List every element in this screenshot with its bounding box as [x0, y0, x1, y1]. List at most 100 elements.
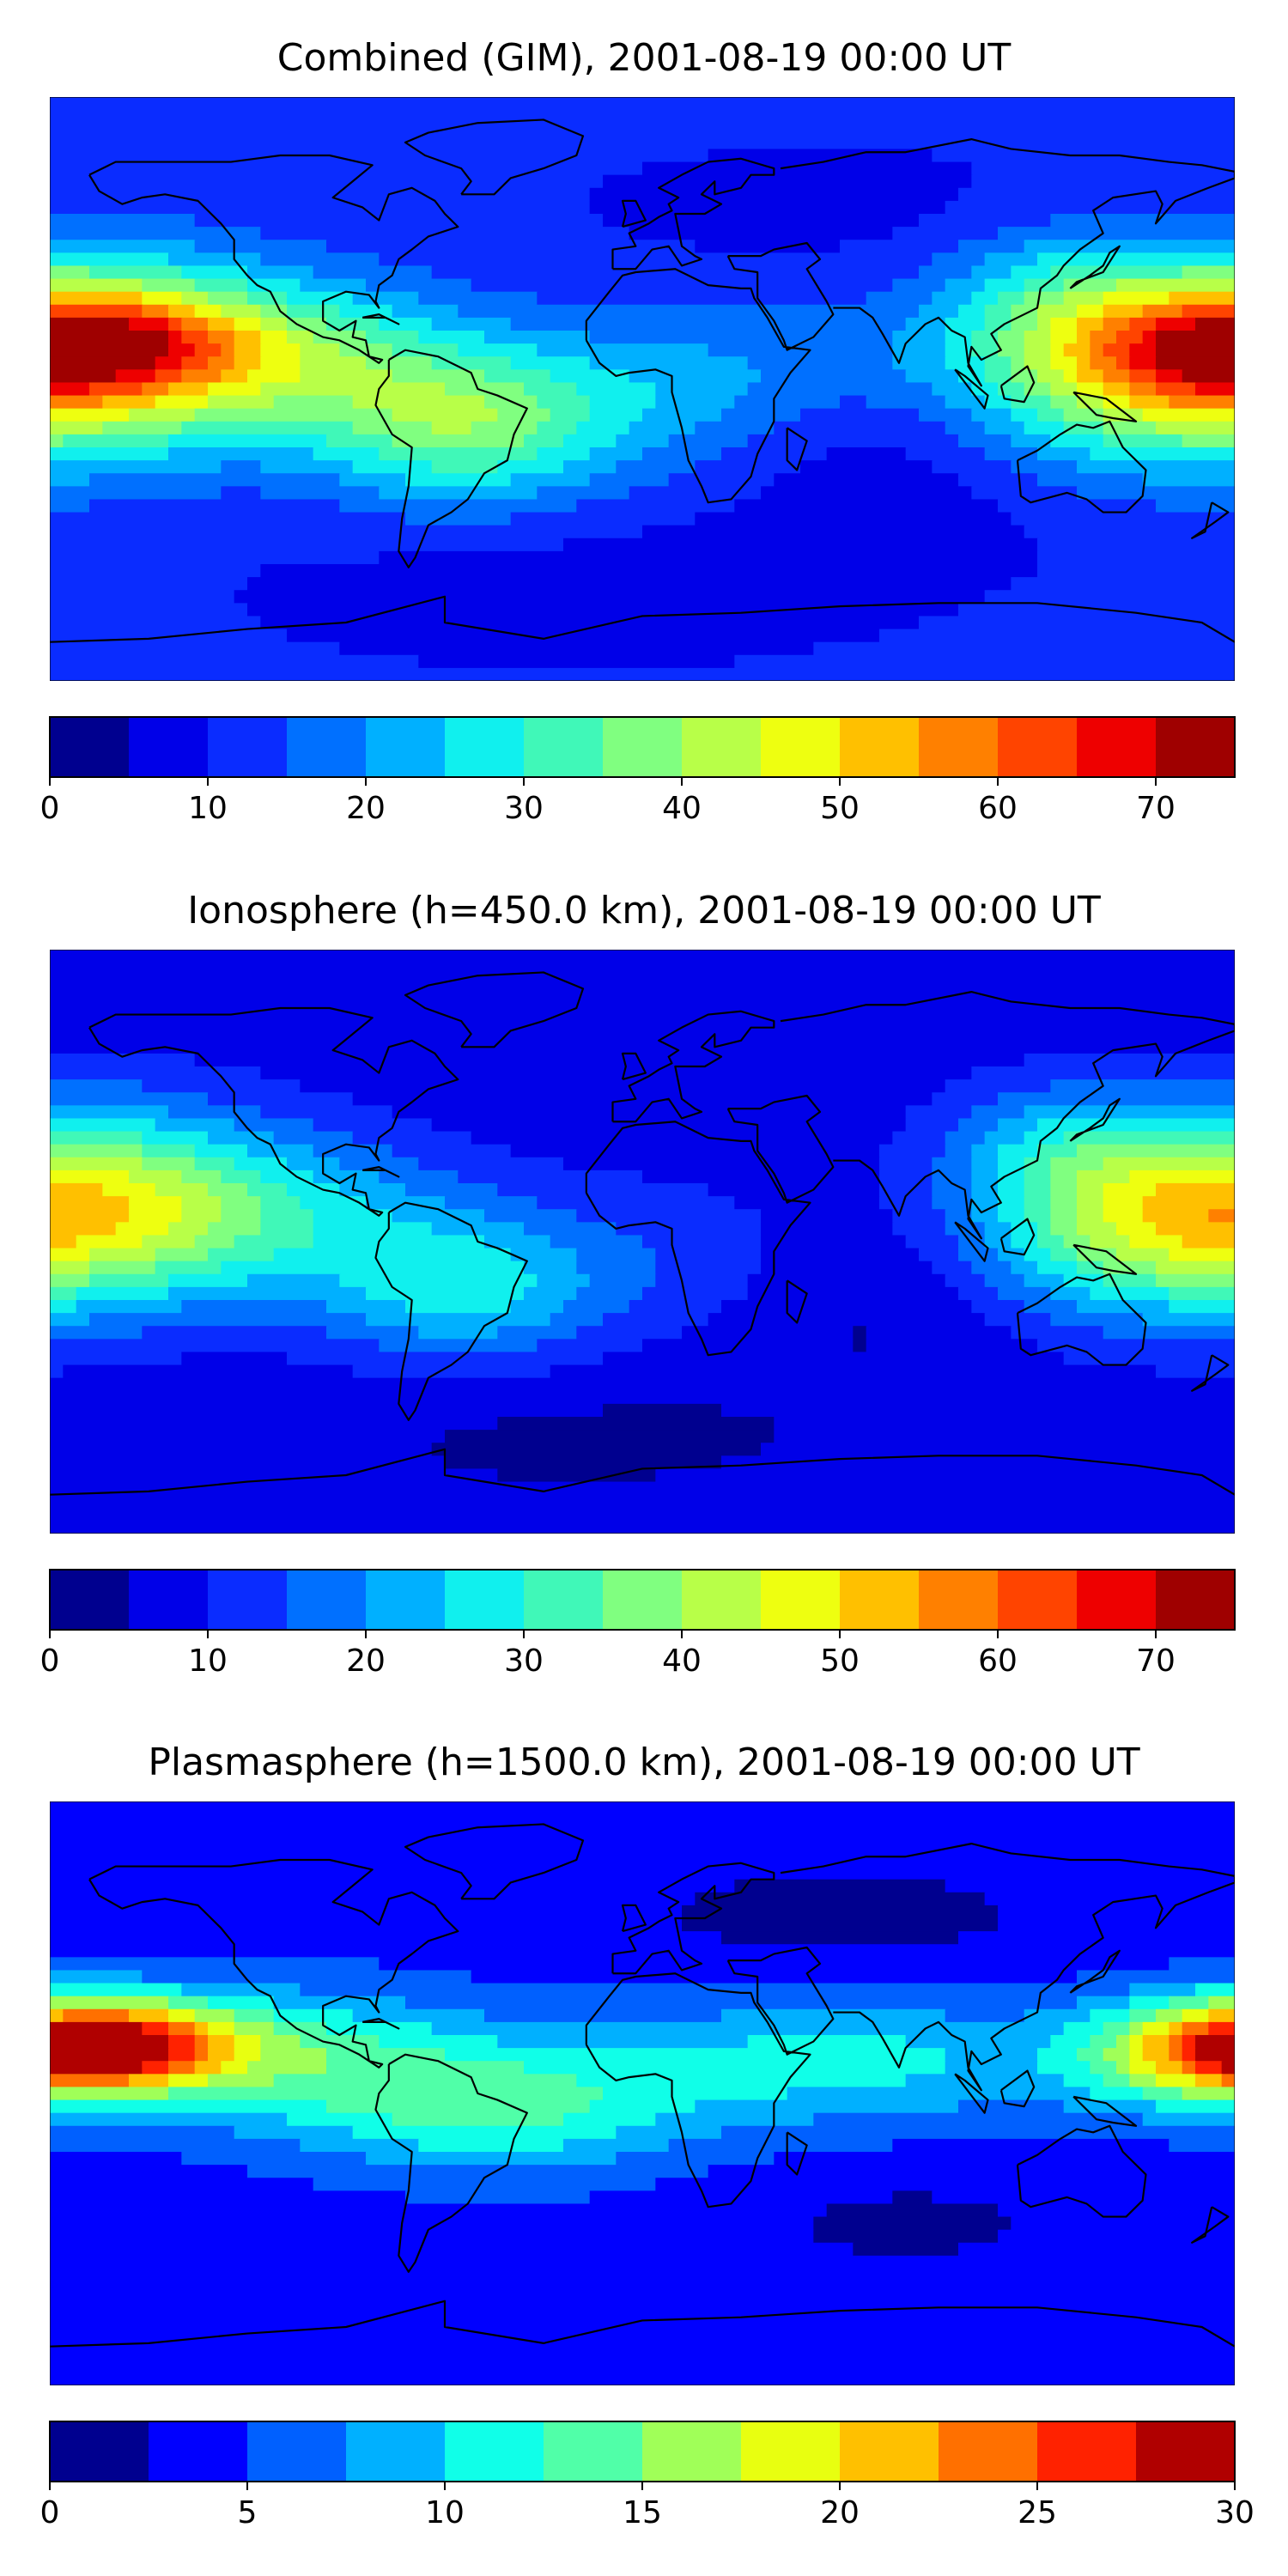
tec-cell: [50, 1970, 143, 1984]
colorbar-tick-label: 10: [188, 1643, 228, 1679]
tec-cell: [300, 1196, 368, 1211]
tec-cell: [208, 1996, 275, 2010]
tec-cell: [1050, 382, 1078, 397]
tec-cell: [260, 331, 289, 345]
tec-cell: [998, 1170, 1025, 1185]
tec-cell: [221, 1209, 262, 1224]
tec-cell: [1182, 2087, 1235, 2101]
tec-cell: [537, 447, 591, 462]
tec-cell: [695, 512, 1012, 526]
colorbar-tick-label: 30: [504, 791, 544, 826]
tec-cell: [260, 1170, 314, 1185]
colorbar-combined: 0 10 20 30 40 50 60 70: [40, 716, 1236, 826]
tec-cell: [260, 343, 301, 358]
tec-cell: [50, 1286, 77, 1302]
tec-cell: [774, 2152, 1235, 2166]
tec-cell: [1077, 304, 1104, 319]
tec-cell: [50, 1066, 262, 1081]
tec-cell: [1050, 214, 1235, 228]
tec-cell: [708, 1183, 881, 1198]
colorbar-bands: [49, 2421, 1236, 2482]
tec-cell: [1116, 356, 1131, 371]
tec-cell: [418, 331, 486, 345]
tec-cell: [998, 1092, 1235, 1107]
tec-cell: [840, 395, 867, 410]
tec-cell: [194, 1157, 235, 1172]
tec-cell: [168, 2021, 196, 2037]
tec-cell: [1156, 2061, 1183, 2075]
tec-cell: [50, 187, 591, 203]
coastline-path: [50, 972, 1235, 1494]
tec-cell: [208, 356, 235, 371]
tec-cell: [1156, 1273, 1235, 1289]
tec-cell: [1116, 1248, 1170, 1262]
tec-cell: [50, 174, 605, 189]
tec-cell: [339, 473, 407, 488]
tec-cell: [787, 2087, 1091, 2101]
tec-cell: [50, 214, 196, 228]
tec-cell: [326, 2061, 526, 2075]
tec-cell: [155, 1183, 210, 1198]
tec-cell: [958, 1931, 1235, 1946]
tec-cell: [142, 304, 170, 319]
tec-cell: [971, 174, 1235, 189]
tec-cell: [50, 616, 262, 630]
tec-cell: [50, 1001, 1235, 1016]
tec-cell: [50, 421, 104, 436]
tec-cell: [919, 408, 973, 422]
tec-cell: [1208, 2008, 1235, 2024]
tec-cell: [695, 421, 775, 436]
tec-cell: [50, 1118, 156, 1133]
tec-cell: [524, 434, 565, 449]
tec-cell: [1077, 1183, 1104, 1198]
tec-cell: [50, 1879, 736, 1893]
tec-cell: [1142, 2087, 1183, 2101]
tec-cell: [50, 1931, 723, 1946]
tec-cell: [524, 1286, 578, 1302]
tec-cell: [234, 2008, 275, 2024]
colorbar-band: [445, 2421, 544, 2482]
colorbar-band: [50, 1570, 130, 1630]
tec-cell: [129, 2074, 170, 2088]
tec-cell: [50, 1235, 77, 1249]
tec-cell: [50, 1801, 1235, 1816]
tec-cell: [971, 1261, 1012, 1275]
tec-cell: [366, 278, 472, 293]
tec-cell: [50, 395, 104, 410]
tec-cell: [734, 395, 841, 410]
tec-cell: [1169, 1300, 1235, 1315]
tec-cell: [50, 2061, 143, 2075]
tec-cell: [642, 447, 723, 462]
tec-cell: [655, 382, 749, 397]
tec-cell: [1077, 1196, 1104, 1211]
coastline-path: [50, 119, 1235, 641]
tec-cell: [1037, 1118, 1235, 1133]
tec-cell: [181, 2152, 368, 2166]
tec-cell: [1129, 2008, 1157, 2024]
tec-cell: [510, 356, 591, 371]
tec-cell: [194, 1053, 1025, 1068]
tec-cell: [813, 2229, 999, 2244]
tec-cell: [471, 278, 894, 293]
tec-cell: [1037, 1339, 1235, 1353]
tec-cell: [1037, 1222, 1052, 1236]
tec-cell: [1129, 2048, 1144, 2063]
tec-cell: [168, 2048, 196, 2063]
tec-field-combined: [50, 97, 1235, 681]
tec-cell: [998, 382, 1025, 397]
tec-cell: [550, 1313, 605, 1327]
tec-cell: [50, 1157, 143, 1172]
tec-cell: [1024, 1248, 1052, 1262]
tec-cell: [287, 304, 341, 319]
tec-cell: [734, 1879, 946, 1893]
tec-cell: [50, 2269, 1235, 2283]
colorbar-band: [998, 717, 1078, 777]
tec-cell: [1129, 317, 1157, 332]
tec-cell: [905, 2035, 1052, 2050]
tec-cell: [181, 291, 210, 306]
tec-cell: [1077, 460, 1235, 475]
tec-cell: [287, 2112, 393, 2127]
tec-cell: [50, 331, 170, 345]
tec-cell: [313, 265, 433, 280]
tec-cell: [682, 1905, 999, 1920]
